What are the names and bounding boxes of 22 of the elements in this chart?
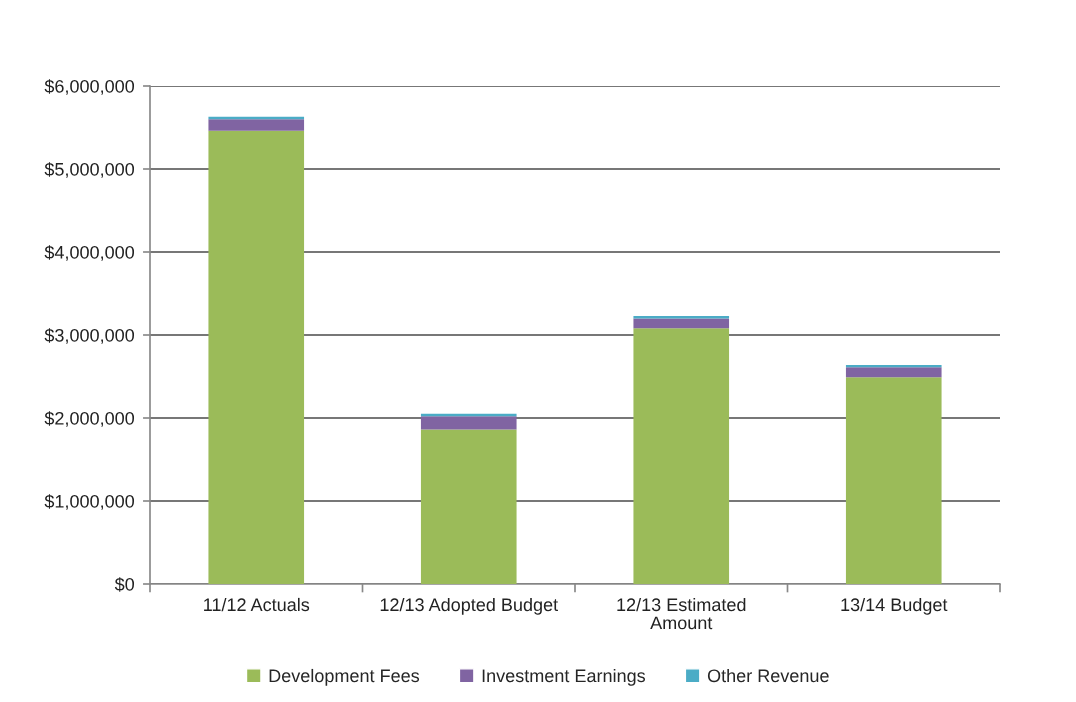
- y-tick-label: $1,000,000: [44, 494, 135, 510]
- bar: [845, 367, 942, 378]
- bar: [420, 429, 517, 584]
- x-tick-label: 13/14 Budget: [841, 597, 948, 615]
- bar: [208, 119, 305, 131]
- x-tick-label: 11/12 Actuals: [204, 597, 310, 612]
- bar: [633, 318, 730, 329]
- y-tick-label: $2,000,000: [44, 411, 135, 427]
- legend-label: Other Revenue: [707, 668, 829, 683]
- bar: [420, 416, 517, 430]
- y-tick-label: $3,000,000: [44, 328, 135, 344]
- bar: [845, 377, 942, 584]
- bar: [633, 328, 730, 584]
- y-tick-label: $6,000,000: [44, 79, 135, 95]
- legend-label: Investment Earnings: [482, 668, 646, 686]
- bar: [208, 130, 305, 584]
- legend-label: Development Fees: [269, 668, 420, 686]
- y-tick-label: $4,000,000: [44, 245, 135, 261]
- x-tick-label: 12/13 Adopted Budget: [380, 597, 558, 615]
- y-tick-label: $5,000,000: [44, 162, 135, 178]
- x-tick-label: 12/13 Estimated Amount: [617, 597, 746, 630]
- y-tick-label: $0: [114, 577, 135, 592]
